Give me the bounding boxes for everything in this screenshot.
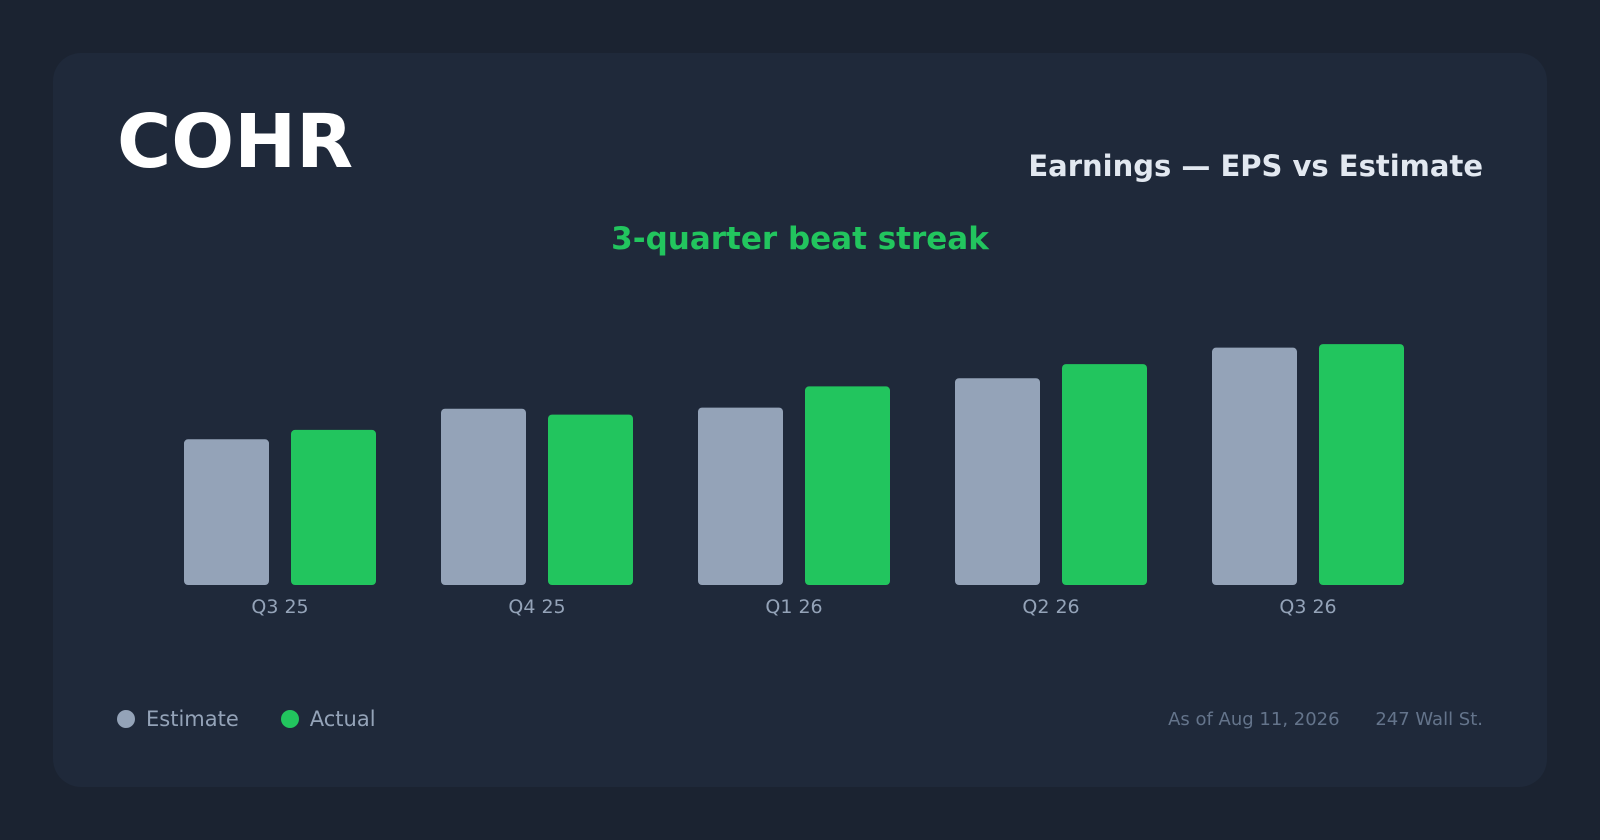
bar-actual-q2-26 — [1062, 364, 1147, 585]
actual-swatch-icon — [280, 710, 299, 728]
x-tick-label-q2-26: Q2 26 — [1022, 596, 1079, 618]
x-tick-label-q4-25: Q4 25 — [508, 596, 565, 618]
legend-item-estimate: Estimate — [117, 707, 239, 731]
chart-card: COHR Earnings — EPS vs Estimate 3-quarte… — [53, 53, 1547, 787]
bar-estimate-q1-26 — [698, 407, 783, 585]
bar-estimate-q2-26 — [955, 378, 1040, 585]
estimate-swatch-icon — [117, 710, 135, 728]
chart-subtitle: Earnings — EPS vs Estimate — [1028, 149, 1483, 183]
x-tick-label-q1-26: Q1 26 — [765, 596, 822, 618]
as-of-date: As of Aug 11, 2026 — [1168, 709, 1340, 730]
legend-label-actual: Actual — [309, 707, 376, 731]
beat-streak-label: 3-quarter beat streak — [611, 221, 989, 257]
legend-label-estimate: Estimate — [146, 707, 239, 731]
x-tick-label-q3-25: Q3 25 — [251, 596, 308, 618]
legend: Estimate Actual — [117, 707, 418, 731]
bar-actual-q1-26 — [805, 386, 890, 585]
bar-estimate-q4-25 — [441, 408, 526, 585]
ticker-symbol: COHR — [117, 99, 354, 185]
footer: As of Aug 11, 2026 247 Wall St. — [1168, 709, 1483, 730]
eps-bar-chart: Q3 25 Q4 25 Q1 26 Q2 26 Q3 26 — [184, 344, 1404, 618]
bar-actual-q3-25 — [291, 429, 376, 585]
source-label: 247 Wall St. — [1375, 709, 1483, 730]
legend-item-actual: Actual — [280, 707, 376, 731]
bar-estimate-q3-26 — [1212, 347, 1297, 585]
bar-actual-q4-25 — [548, 414, 633, 585]
bar-estimate-q3-25 — [184, 439, 269, 585]
bar-actual-q3-26 — [1319, 344, 1404, 585]
x-tick-label-q3-26: Q3 26 — [1279, 596, 1336, 618]
